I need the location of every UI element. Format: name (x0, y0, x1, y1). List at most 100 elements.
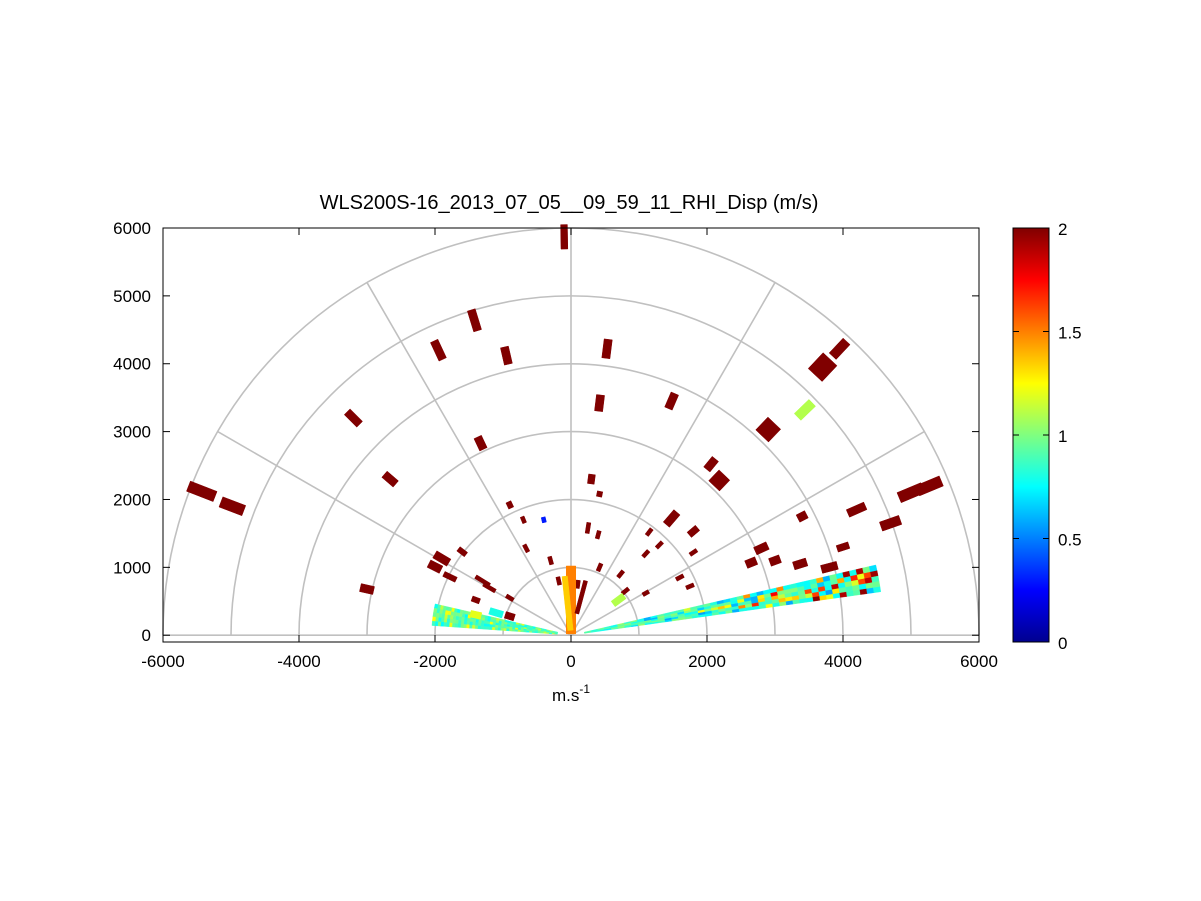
y-tick-label: 5000 (113, 287, 151, 306)
radar-cell (879, 515, 903, 532)
radar-cell (500, 345, 513, 366)
radar-cell (560, 224, 569, 250)
colorbar-tick-label: 2 (1058, 220, 1067, 239)
radar-cell (616, 569, 626, 579)
radar-cell (473, 434, 488, 452)
swath-gate (474, 625, 479, 629)
radar-cell (595, 562, 604, 573)
swath-gate (463, 624, 467, 629)
radar-cell (488, 607, 505, 619)
colorbar-tick-label: 0.5 (1058, 531, 1082, 550)
radar-cell (686, 524, 701, 538)
radar-cell (426, 559, 444, 574)
swath-gate (488, 626, 493, 630)
radar-cell (343, 408, 363, 428)
radar-cell (482, 582, 497, 594)
x-tick-label: 0 (566, 652, 575, 671)
swath-gate (520, 629, 524, 633)
swath-gate (511, 629, 516, 632)
polar-spoke (570, 430, 925, 636)
radar-cell (664, 391, 679, 411)
radar-cell (644, 527, 654, 537)
swath-gate (451, 622, 456, 628)
swath-gate (471, 624, 476, 629)
radar-cell (432, 550, 452, 567)
swath-gate (554, 633, 558, 635)
radar-cell (505, 500, 515, 510)
radar-cell (430, 338, 447, 362)
y-tick-label: 3000 (113, 423, 151, 442)
polar-spoke (366, 282, 572, 636)
radar-cell (685, 582, 695, 591)
y-tick-label: 0 (142, 626, 151, 645)
swath-gate (485, 626, 490, 630)
swath-gate (545, 632, 550, 634)
radar-cell (381, 470, 399, 488)
radar-swaths (431, 564, 881, 635)
radar-cell (442, 571, 458, 583)
swath-gate (517, 629, 521, 632)
x-tick-label: 6000 (960, 652, 998, 671)
swath-gate (548, 632, 552, 635)
chart-title: WLS200S-16_2013_07_05__09_59_11_RHI_Disp… (320, 192, 819, 214)
swath-gate (500, 627, 504, 631)
radar-cell (584, 522, 592, 534)
x-tick-label: -4000 (277, 652, 320, 671)
radar-cell (768, 554, 782, 567)
radar-cell (186, 480, 218, 502)
radar-cell (218, 496, 247, 517)
radar-cell (610, 592, 627, 608)
swath-gate (468, 624, 473, 629)
radar-cell (793, 399, 816, 421)
y-tick-label: 2000 (113, 490, 151, 509)
swath-gate (465, 624, 470, 629)
radar-cell (601, 338, 613, 360)
swath-gate (431, 620, 436, 626)
radar-cell (703, 456, 719, 473)
radar-cell (674, 573, 685, 582)
x-axis-label: m.s-1 (552, 682, 590, 705)
radar-cell (359, 583, 375, 595)
swath-gate (457, 623, 461, 628)
swath-gate (514, 629, 518, 632)
radar-cell (467, 308, 482, 333)
colorbar-tick-label: 1 (1058, 427, 1067, 446)
radar-cell (456, 546, 468, 558)
x-tick-label: -2000 (413, 652, 456, 671)
swath-gate (505, 628, 510, 632)
swath-gate (454, 623, 459, 628)
y-tick-label: 4000 (113, 355, 151, 374)
swath-gate (540, 631, 544, 634)
swath-gate (868, 564, 878, 572)
colorbar-ticks: 0 0.5 1 1.5 2 (1013, 220, 1082, 653)
y-axis-ticks: 0 1000 2000 3000 4000 5000 6000 (113, 219, 979, 645)
radar-cell (587, 473, 596, 485)
radar-cell (641, 549, 651, 559)
radar-cells (186, 224, 944, 635)
radar-cell (504, 593, 515, 603)
swath-gate (508, 628, 513, 632)
x-tick-label: 2000 (688, 652, 726, 671)
radar-cell (503, 611, 516, 622)
radar-cell (755, 416, 782, 443)
radar-cell (522, 543, 531, 554)
swath-gate (534, 631, 538, 634)
radar-cell (561, 575, 574, 631)
swath-gate (522, 630, 527, 633)
radar-cell (795, 510, 809, 523)
x-axis-ticks: -6000 -4000 -2000 0 2000 4000 6000 (141, 228, 998, 671)
swath-gate (433, 607, 438, 614)
swath-gate (551, 633, 555, 635)
swath-gate (542, 632, 547, 634)
radar-cell (915, 475, 944, 497)
swath-gate (480, 625, 484, 630)
y-tick-label: 6000 (113, 219, 151, 238)
radar-cell (662, 509, 681, 528)
swath-gate (491, 626, 496, 631)
x-axis-label-superscript: -1 (579, 682, 590, 696)
swath-gate (483, 626, 487, 630)
radar-cell (540, 516, 547, 524)
radar-cell (688, 548, 699, 557)
swath-gate (494, 627, 498, 631)
